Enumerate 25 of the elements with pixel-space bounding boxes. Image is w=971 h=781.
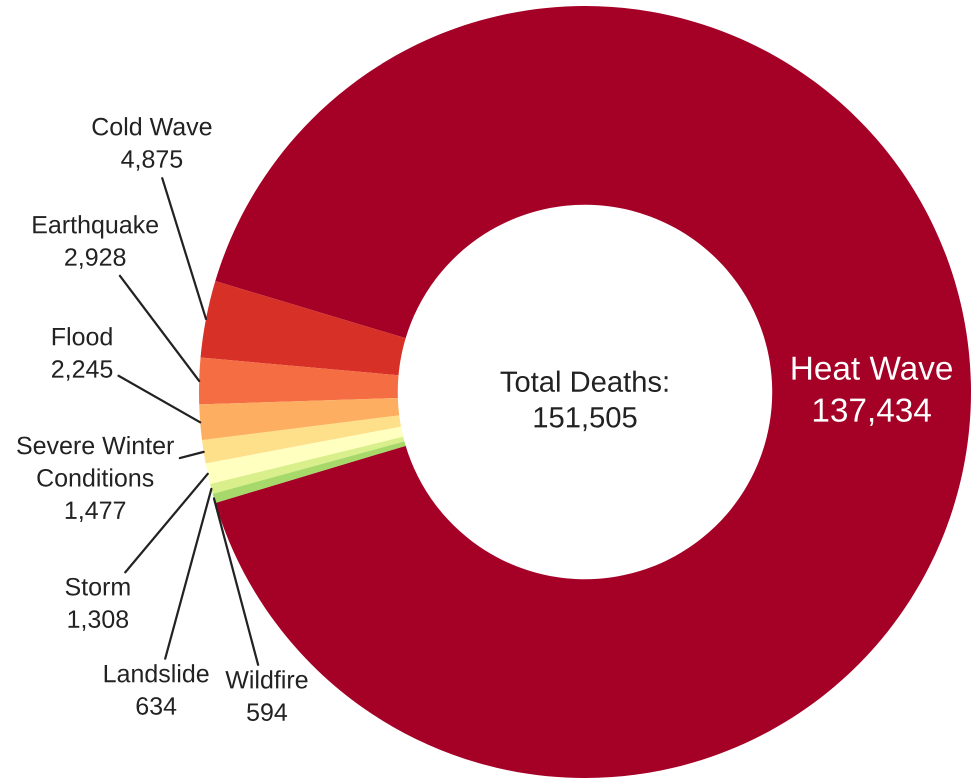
slice-label: Earthquake [33, 215, 158, 238]
donut-slice [206, 426, 404, 484]
donut-slice [210, 436, 404, 494]
text: Total Deaths: 151,505 [500, 370, 668, 432]
data-label: 1,308 [68, 610, 128, 631]
data-label: 4,875 [121, 150, 182, 171]
donut-slice [199, 358, 399, 404]
slice-label: Severe Winter Conditions [17, 436, 174, 487]
data-label: 594 [247, 703, 288, 721]
slice-label: Heat Wave [792, 356, 952, 380]
donut-slice [200, 281, 406, 376]
slice-label: Landslide [104, 664, 209, 682]
data-label: 2,245 [52, 360, 112, 381]
data-label: 634 [136, 697, 176, 715]
donut-slice [199, 398, 400, 440]
data-label: 137,434 [814, 398, 931, 426]
slice-label: Cold Wave [92, 117, 212, 136]
donut-slice [215, 6, 971, 778]
donut-slice [202, 415, 402, 464]
donut-slice [212, 441, 406, 503]
data-label: 1,477 [66, 502, 126, 522]
slice-label: Wildfire [225, 670, 308, 689]
data-label: 2,928 [65, 248, 126, 269]
slice-label: Flood [52, 327, 112, 346]
slice-label: Storm [66, 578, 130, 596]
